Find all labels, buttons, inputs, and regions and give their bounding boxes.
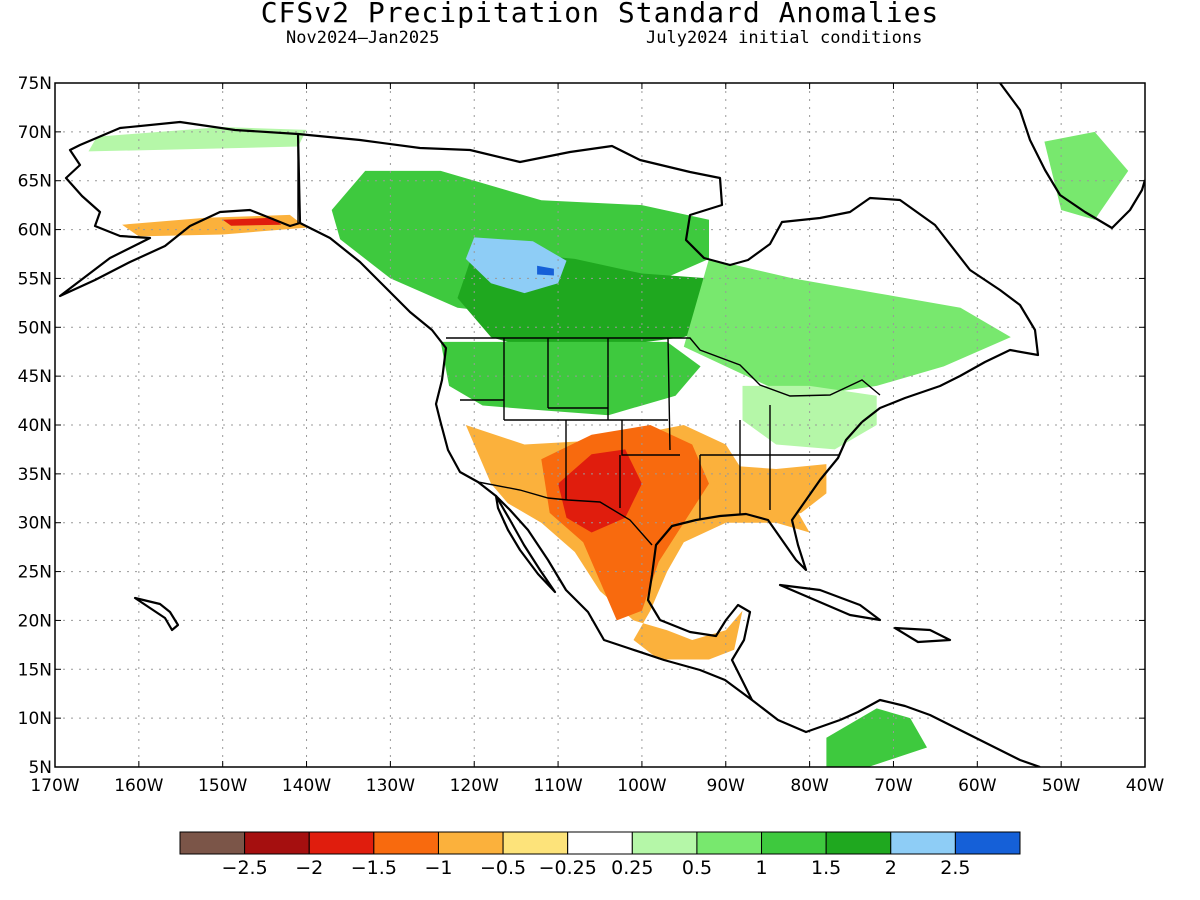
colorbar-swatch [567,831,633,855]
anomaly-region-us-northern-tier [440,341,701,416]
lat-tick-label: 50N [18,318,52,338]
colorbar-label: −2.5 [222,857,268,879]
colorbar-swatch [890,831,956,855]
colorbar-swatch [244,831,310,855]
colorbar-label: −2 [295,857,323,879]
colorbar: −2.5 −2 −1.5 −1 −0.5 −0.25 0.25 0.5 1 1.5 2 2.5 [179,831,1021,879]
border-us-mexico [477,481,653,546]
lon-tick-label: 60W [958,776,997,796]
axis-ticks: 75N 70N 65N 60N 55N 50N 45N 40N 35N 30N 25N 20N 15N 1… [18,74,1165,796]
lat-tick-label: 75N [18,74,52,94]
colorbar-swatch [696,831,763,855]
lon-tick-label: 50W [1042,776,1081,796]
lon-tick-label: 160W [114,776,163,796]
coastlines [58,83,1145,767]
colorbar-swatch [954,831,1021,855]
forecast-period: Nov2024–Jan2025 [286,28,440,48]
initial-conditions-label: July2024 initial conditions [646,28,923,48]
lat-tick-label: 65N [18,172,52,192]
colorbar-swatch [502,831,569,855]
colorbar-label: 1 [755,857,767,879]
lat-tick-label: 20N [18,611,52,631]
colorbar-swatch [631,831,698,855]
colorbar-label: 0.25 [611,857,653,879]
colorbar-swatch [437,831,504,855]
colorbar-label: 2.5 [940,857,970,879]
anomaly-region-alaska-north-slope [88,127,307,152]
coastline-south-america [839,698,1041,767]
coastline-baja [494,494,557,594]
colorbar-label: −1.5 [351,857,397,879]
lon-tick-label: 150W [198,776,247,796]
coastline-greenland [999,83,1145,230]
political-borders [297,134,881,546]
coastline-hispaniola [893,626,952,644]
anomaly-region-colombia-wet [826,708,927,767]
coastline-alaska [58,120,302,298]
colorbar-swatch [179,831,246,855]
lon-tick-label: 130W [366,776,415,796]
colorbar-label: −1 [424,857,452,879]
coastline-hawaii [133,596,180,632]
lon-tick-label: 100W [617,776,666,796]
anomaly-fill-layer [88,127,1129,767]
colorbar-swatch [825,831,892,855]
lon-tick-label: 80W [790,776,829,796]
lon-tick-label: 170W [30,776,79,796]
lat-tick-label: 35N [18,465,52,485]
colorbar-label: −0.25 [539,857,597,879]
lat-tick-label: 70N [18,123,52,143]
coastline-atlantic-gulf [646,421,863,701]
border-us-canada [446,337,881,397]
anomaly-region-alberta-core [537,265,554,276]
lat-tick-label: 55N [18,269,52,289]
lat-tick-label: 25N [18,563,52,583]
lon-tick-label: 40W [1126,776,1165,796]
lon-tick-label: 110W [533,776,582,796]
lon-tick-label: 120W [450,776,499,796]
us-state-lines [460,337,840,520]
lat-tick-label: 5N [28,758,52,778]
lat-tick-label: 30N [18,514,52,534]
lon-tick-label: 90W [707,776,746,796]
anomaly-region-alaska-south-coast-core [222,217,282,226]
coastline-canada [297,132,1040,423]
coastline-pacific [299,222,841,734]
lon-tick-label: 140W [282,776,331,796]
anomaly-region-new-mexico-core [558,449,642,533]
lat-tick-label: 60N [18,221,52,241]
colorbar-label: −0.5 [480,857,526,879]
colorbar-swatch [761,831,827,855]
anomaly-region-alberta-max [465,237,567,294]
coastline-cuba [778,583,882,622]
lat-tick-label: 40N [18,416,52,436]
colorbar-swatch [308,831,375,855]
lat-tick-label: 45N [18,367,52,387]
lat-tick-label: 15N [18,660,52,680]
colorbar-swatch [373,831,439,855]
anomaly-region-southeast-us [709,464,827,523]
colorbar-label: 1.5 [811,857,841,879]
colorbar-label: 0.5 [682,857,712,879]
lon-tick-label: 70W [874,776,913,796]
map-title: CFSv2 Precipitation Standard Anomalies [260,0,940,29]
colorbar-label: 2 [885,857,897,879]
lat-tick-label: 10N [18,709,52,729]
anomaly-region-great-lakes-east [742,385,877,450]
